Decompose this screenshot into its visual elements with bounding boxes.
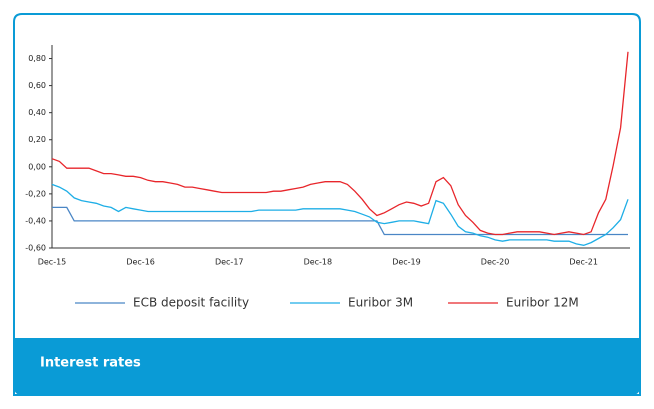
- caption: Interest rates: [40, 356, 141, 371]
- y-tick-label: -0,40: [25, 216, 46, 225]
- x-tick-label: Dec-17: [215, 258, 244, 267]
- legend-label: Euribor 12M: [506, 296, 579, 310]
- y-tick-label: 0,60: [28, 81, 46, 90]
- y-tick-label: 0,00: [28, 162, 46, 171]
- y-tick-label: 0,80: [28, 54, 46, 63]
- legend-label: Euribor 3M: [348, 296, 413, 310]
- card-frame: [13, 13, 641, 396]
- y-tick-label: 0,40: [28, 108, 46, 117]
- x-tick-label: Dec-15: [38, 258, 67, 267]
- x-tick-label: Dec-21: [569, 258, 598, 267]
- caption-band: [14, 338, 640, 395]
- series-line: [51, 51, 629, 236]
- y-tick-label: -0,60: [25, 244, 46, 253]
- x-tick-label: Dec-19: [392, 258, 421, 267]
- x-tick-label: Dec-18: [304, 258, 333, 267]
- x-tick-label: Dec-20: [481, 258, 510, 267]
- legend-label: ECB deposit facility: [133, 296, 249, 310]
- x-tick-label: Dec-16: [126, 258, 155, 267]
- series-line: [51, 183, 629, 246]
- series-line: [52, 206, 628, 236]
- y-tick-label: -0,20: [25, 189, 46, 198]
- y-tick-label: 0,20: [28, 135, 46, 144]
